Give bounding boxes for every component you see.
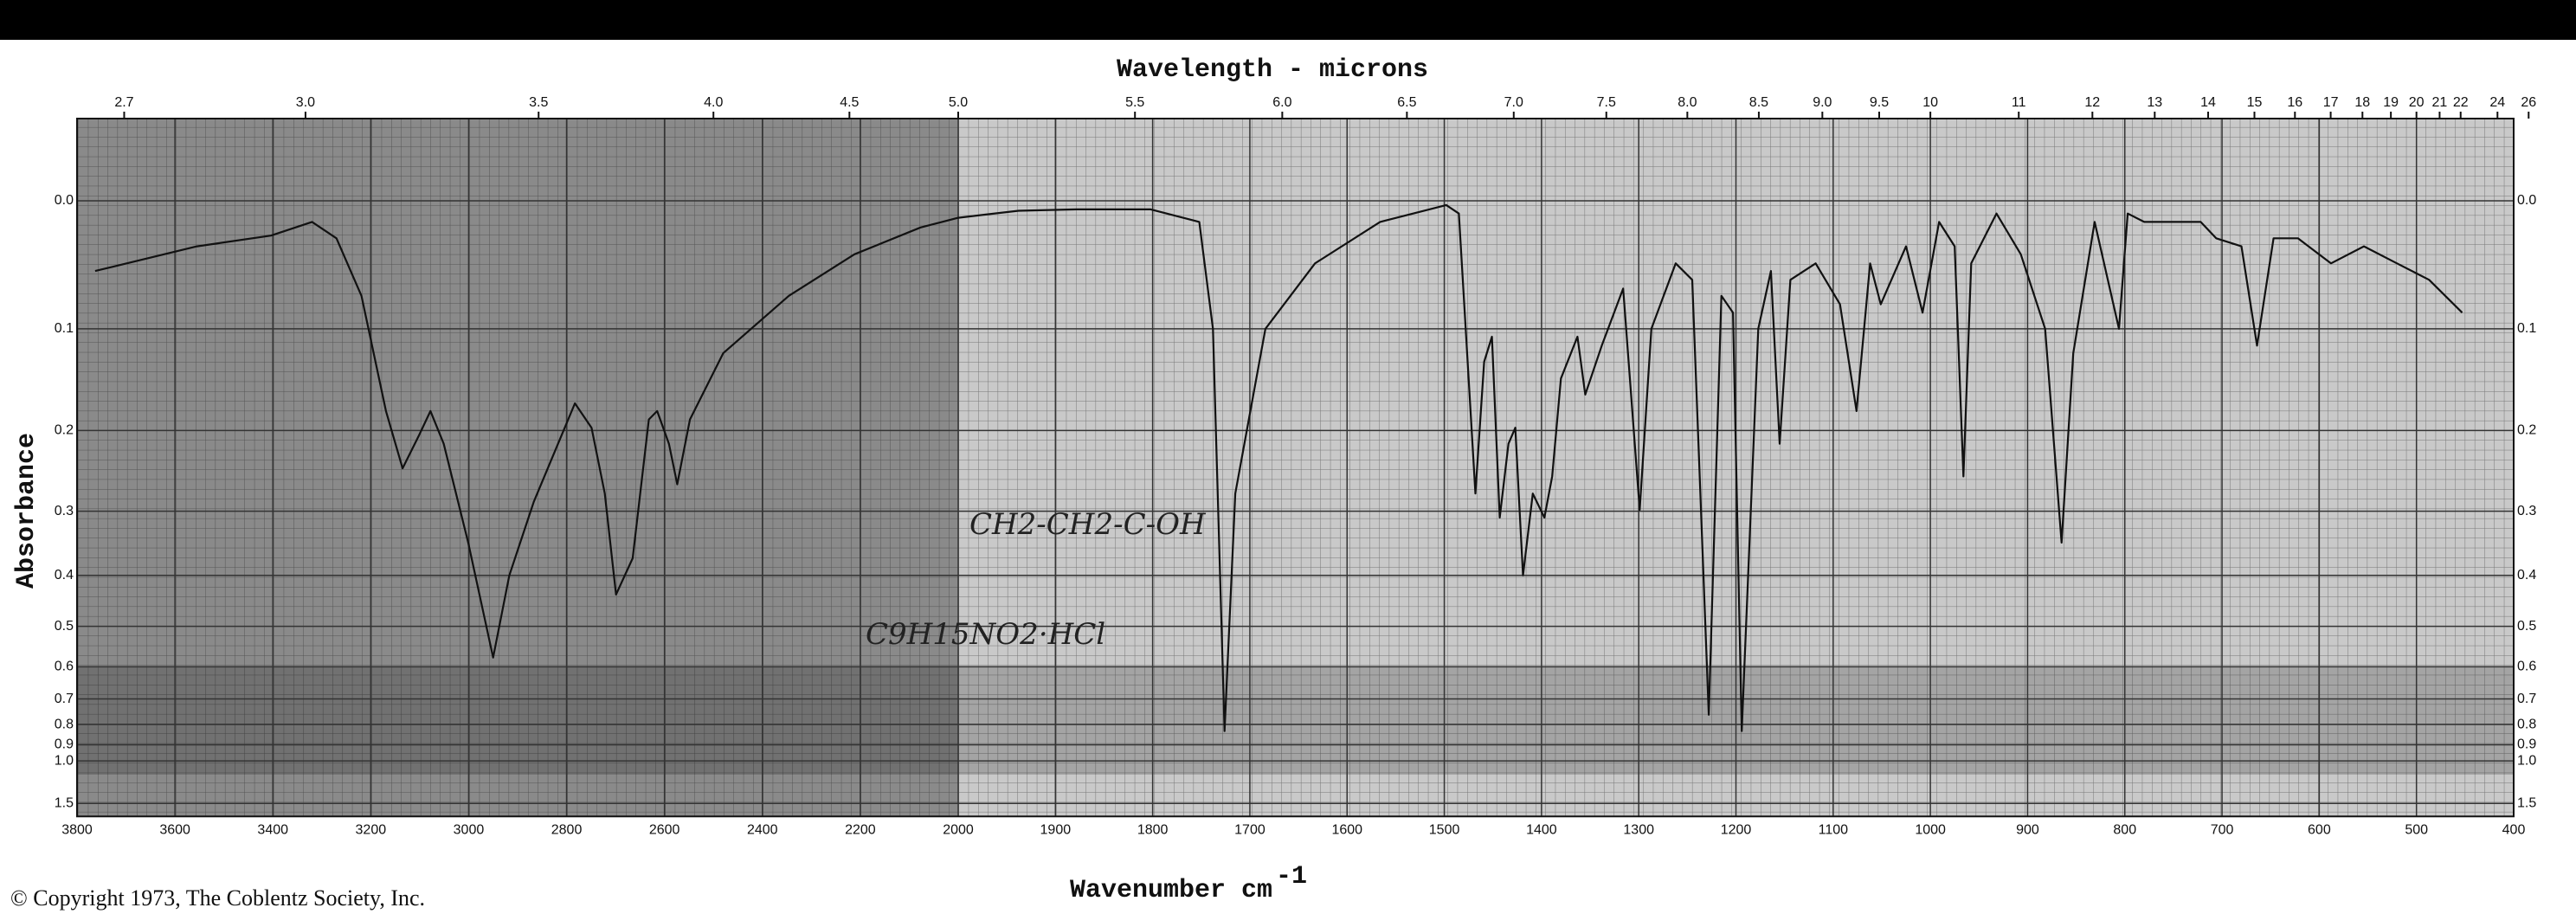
y-tick-label: 0.2 (55, 423, 74, 438)
y-tick-label: 1.0 (2517, 753, 2536, 768)
y-tick-label: 1.5 (2517, 795, 2536, 810)
x-tick-label: 2600 (649, 822, 680, 837)
y-tick-label: 0.4 (2517, 568, 2536, 583)
top-bar (0, 0, 2576, 40)
x2-tick-label: 26 (2521, 95, 2536, 110)
x2-tick-label: 9.0 (1813, 95, 1832, 110)
y-tick-label: 1.0 (55, 753, 74, 768)
x2-tick-label: 16 (2287, 95, 2302, 110)
x-tick-label: 2400 (747, 822, 778, 837)
annotation: CH2-CH2-C-OH (969, 507, 1207, 542)
y-tick-label: 0.7 (55, 692, 74, 706)
x-tick-label: 3600 (159, 822, 190, 837)
x-tick-label: 500 (2405, 822, 2428, 837)
x-tick-label: 1500 (1429, 822, 1460, 837)
y-axis-title: Absorbance (12, 433, 42, 589)
x2-tick-label: 22 (2453, 95, 2469, 110)
y-tick-label: 0.6 (55, 660, 74, 674)
x2-tick-label: 5.5 (1125, 95, 1144, 110)
y-tick-label: 0.1 (55, 321, 74, 336)
x-tick-label: 400 (2502, 822, 2526, 837)
top-axis-title: Wavelength - microns (1117, 55, 1428, 85)
frame (76, 118, 2515, 818)
x-tick-label: 3400 (257, 822, 288, 837)
x-tick-label: 1700 (1234, 822, 1265, 837)
x-tick-label: 900 (2016, 822, 2039, 837)
x-tick-label: 3200 (356, 822, 387, 837)
x2-tick-label: 4.0 (704, 95, 723, 110)
x2-tick-label: 3.0 (296, 95, 315, 110)
y-tick-label: 0.8 (55, 717, 74, 731)
y-tick-label: 0.1 (2517, 321, 2536, 336)
x2-tick-label: 13 (2147, 95, 2162, 110)
x-tick-label: 2800 (551, 822, 583, 837)
y-tick-label: 0.0 (2517, 193, 2536, 208)
x-tick-label: 1800 (1137, 822, 1169, 837)
y-tick-label: 0.8 (2517, 717, 2536, 731)
x-tick-label: 1200 (1721, 822, 1752, 837)
x-tick-label: 1100 (1819, 822, 1849, 837)
x2-tick-label: 7.5 (1597, 95, 1616, 110)
x2-tick-label: 8.0 (1678, 95, 1697, 110)
x2-tick-label: 2.7 (114, 95, 133, 110)
y-tick-label: 0.5 (55, 619, 74, 634)
x2-tick-label: 8.5 (1749, 95, 1768, 110)
x2-tick-label: 5.0 (949, 95, 968, 110)
x-tick-label: 3000 (454, 822, 485, 837)
y-tick-label: 0.4 (55, 568, 74, 583)
y-tick-label: 0.7 (2517, 692, 2536, 706)
x2-tick-label: 15 (2247, 95, 2263, 110)
plot-area (76, 118, 2515, 818)
annotation: C9H15NO2·HCl (866, 617, 1105, 652)
x-tick-label: 1300 (1623, 822, 1654, 837)
x-axis-title-sup: -1 (1276, 862, 1307, 891)
x-tick-label: 2200 (845, 822, 876, 837)
y-tick-label: 0.9 (2517, 737, 2536, 752)
x2-tick-label: 17 (2323, 95, 2339, 110)
x2-tick-label: 3.5 (529, 95, 548, 110)
y-tick-label: 0.9 (55, 737, 74, 752)
dark-band (77, 666, 2514, 775)
x-tick-label: 1900 (1040, 822, 1072, 837)
y-tick-label: 0.3 (2517, 504, 2536, 518)
y-tick-label: 0.6 (2517, 660, 2536, 674)
y-tick-label: 0.0 (55, 193, 74, 208)
x-tick-label: 1000 (1915, 822, 1946, 837)
x2-tick-label: 11 (2012, 95, 2026, 110)
x2-tick-label: 18 (2354, 95, 2370, 110)
x-axis-title: Wavenumber cm (1070, 876, 1272, 905)
x2-tick-label: 20 (2409, 95, 2425, 110)
y-tick-label: 1.5 (55, 795, 74, 810)
panel-left (77, 119, 958, 817)
x2-tick-label: 6.5 (1397, 95, 1416, 110)
x2-tick-label: 10 (1922, 95, 1938, 110)
x-tick-label: 3800 (61, 822, 93, 837)
x2-tick-label: 14 (2200, 95, 2216, 110)
x2-tick-label: 6.0 (1272, 95, 1291, 110)
x-tick-label: 600 (2308, 822, 2331, 837)
x-tick-label: 1600 (1331, 822, 1362, 837)
x-tick-label: 800 (2113, 822, 2136, 837)
x2-tick-label: 7.0 (1504, 95, 1523, 110)
x-tick-label: 2000 (943, 822, 974, 837)
x2-tick-label: 9.5 (1870, 95, 1889, 110)
x2-tick-label: 4.5 (840, 95, 859, 110)
y-tick-label: 0.3 (55, 504, 74, 518)
x2-tick-label: 12 (2084, 95, 2100, 110)
x2-tick-label: 19 (2383, 95, 2399, 110)
copyright: © Copyright 1973, The Coblentz Society, … (10, 885, 425, 911)
x2-tick-label: 24 (2489, 95, 2505, 110)
y-tick-label: 0.2 (2517, 423, 2536, 438)
x-tick-label: 1400 (1526, 822, 1557, 837)
x-tick-label: 700 (2211, 822, 2234, 837)
spectrum-line (94, 203, 2463, 732)
y-tick-label: 0.5 (2517, 619, 2536, 634)
x2-tick-label: 21 (2432, 95, 2448, 110)
